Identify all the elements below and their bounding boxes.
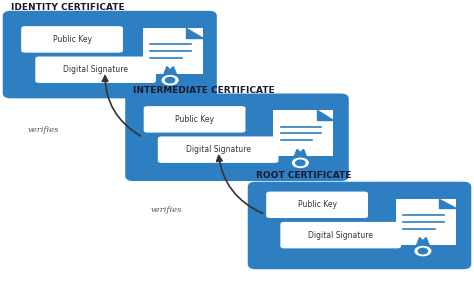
FancyBboxPatch shape [396,199,456,244]
Circle shape [165,78,175,83]
Circle shape [289,157,311,169]
FancyBboxPatch shape [266,191,368,218]
Circle shape [159,74,181,87]
Circle shape [412,244,434,257]
FancyBboxPatch shape [21,26,123,53]
Circle shape [292,158,308,168]
Text: verifies: verifies [28,126,59,135]
FancyBboxPatch shape [4,12,216,97]
Text: IDENTITY CERTIFICATE: IDENTITY CERTIFICATE [11,3,125,12]
Text: ROOT CERTIFICATE: ROOT CERTIFICATE [256,171,351,180]
Polygon shape [416,237,429,246]
Text: Digital Signature: Digital Signature [186,145,251,154]
Polygon shape [186,28,203,38]
Polygon shape [164,67,177,75]
Text: INTERMEDIATE CERTIFICATE: INTERMEDIATE CERTIFICATE [133,85,275,94]
FancyBboxPatch shape [126,94,348,180]
Text: Digital Signature: Digital Signature [63,65,128,74]
FancyBboxPatch shape [143,28,203,74]
Text: Public Key: Public Key [175,115,214,124]
Text: Public Key: Public Key [298,200,337,209]
Text: Public Key: Public Key [53,35,91,44]
Polygon shape [439,199,456,208]
FancyBboxPatch shape [158,136,278,163]
Circle shape [296,160,305,166]
FancyBboxPatch shape [36,56,156,83]
FancyBboxPatch shape [280,222,401,248]
FancyBboxPatch shape [249,183,470,268]
Polygon shape [294,149,307,157]
Text: Digital Signature: Digital Signature [308,231,373,240]
Polygon shape [317,111,333,120]
Circle shape [418,248,428,254]
Circle shape [415,246,431,256]
Circle shape [162,76,178,85]
Text: verifies: verifies [151,206,182,214]
FancyBboxPatch shape [144,106,246,133]
FancyBboxPatch shape [273,111,333,157]
